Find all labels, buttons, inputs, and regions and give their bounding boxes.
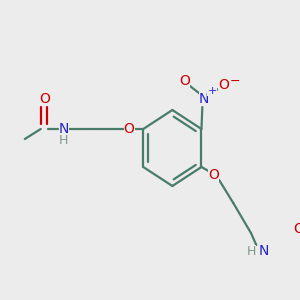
Text: O: O: [218, 78, 229, 92]
Text: +: +: [207, 86, 217, 96]
Text: N: N: [58, 122, 69, 136]
Text: N: N: [199, 92, 209, 106]
Text: O: O: [179, 74, 190, 88]
Text: O: O: [293, 222, 300, 236]
Text: H: H: [246, 244, 256, 257]
Text: O: O: [208, 168, 219, 182]
Text: H: H: [59, 134, 68, 148]
Text: O: O: [39, 92, 50, 106]
Text: N: N: [258, 244, 268, 258]
Text: O: O: [124, 122, 135, 136]
Text: −: −: [230, 74, 240, 88]
